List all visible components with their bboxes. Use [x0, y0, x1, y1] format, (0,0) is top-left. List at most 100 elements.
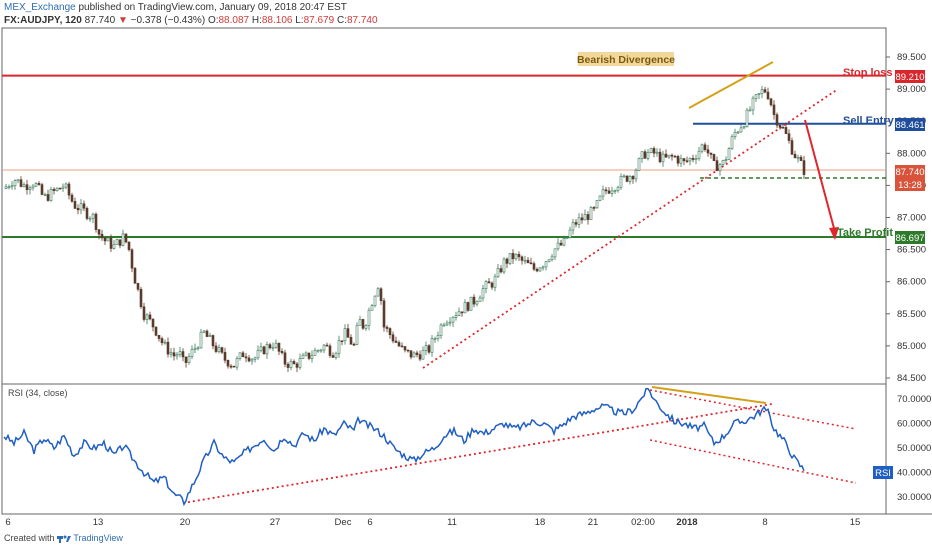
candle-body — [391, 334, 395, 342]
candle-body — [739, 127, 743, 133]
candle-body — [478, 297, 482, 302]
candle-body — [328, 345, 332, 356]
rsi-lower-channel[interactable] — [649, 439, 857, 484]
candle-body — [745, 109, 749, 127]
time-tick-label: 13 — [93, 517, 104, 528]
candle-body — [148, 314, 152, 320]
candle-body — [244, 356, 248, 359]
candle-body — [463, 302, 467, 314]
candle-body — [55, 187, 59, 191]
rsi-upper-channel[interactable] — [649, 389, 857, 430]
candle-body — [127, 241, 131, 251]
price-pane-frame — [1, 27, 887, 385]
candle-body — [475, 301, 479, 305]
price-tick-label: 89.500 — [897, 52, 926, 63]
candle-body — [250, 358, 254, 362]
candle-body — [121, 233, 125, 246]
candle-body — [298, 358, 302, 368]
candle-body — [418, 354, 422, 360]
time-tick-label: 27 — [270, 517, 281, 528]
candle-body — [115, 239, 119, 245]
candle-body — [673, 155, 677, 158]
projection-arrow-line[interactable] — [804, 119, 836, 233]
price-divergence-line[interactable] — [688, 61, 774, 109]
candle-body — [457, 311, 461, 316]
rsi-divergence-line[interactable] — [651, 386, 767, 404]
candle-body — [622, 175, 626, 178]
candle-body — [283, 352, 287, 365]
candle-body — [76, 208, 80, 211]
tradingview-brand[interactable]: TradingView — [73, 533, 123, 543]
rsi-axis: 30.0000 40.0000 50.0000 60.0000 70.0000 — [897, 394, 931, 503]
sell-entry-tag — [895, 118, 925, 131]
candle-body — [508, 253, 512, 264]
rsi-pane-frame — [1, 383, 887, 515]
candle-body — [733, 131, 737, 138]
candle-body — [571, 222, 575, 231]
symbol-label: FX:AUDJPY, 120 — [4, 15, 82, 26]
candle-body — [217, 347, 221, 352]
candle-body — [220, 347, 224, 353]
candle-body — [346, 328, 350, 338]
candle-body — [145, 314, 149, 320]
candle-body — [556, 242, 560, 250]
arrow-head-icon — [829, 227, 839, 240]
rsi-title: RSI (34, close) — [8, 388, 68, 398]
candle-body — [718, 164, 722, 172]
candle-body — [535, 268, 539, 272]
footer: Created with TradingView — [4, 533, 123, 544]
candle-body — [133, 267, 137, 284]
candle-body — [469, 296, 473, 311]
stop-loss-tag-text: 89.210 — [895, 72, 924, 83]
candle-body — [787, 133, 791, 141]
candle-body — [82, 203, 86, 209]
candle-body — [292, 361, 296, 365]
candle-body — [70, 194, 74, 202]
stop-loss-tag — [895, 70, 925, 83]
candle-body — [553, 248, 557, 258]
rsi-support-trendline[interactable] — [182, 403, 773, 504]
candle-body — [355, 325, 359, 345]
candlestick-series — [4, 85, 806, 373]
candle-body — [631, 176, 635, 180]
candle-body — [271, 346, 275, 349]
candle-body — [181, 351, 185, 358]
candle-body — [652, 148, 656, 154]
candle-body — [67, 183, 71, 196]
open-value: 88.087 — [218, 15, 250, 26]
candle-body — [670, 154, 674, 157]
candle-body — [793, 153, 797, 159]
candle-body — [307, 352, 311, 359]
candle-body — [352, 343, 356, 346]
candle-body — [397, 342, 401, 347]
candle-body — [778, 124, 782, 128]
candle-body — [7, 186, 11, 189]
candle-body — [175, 354, 179, 357]
candle-body — [406, 349, 410, 352]
price-axis: 84.50085.00085.50086.00086.50087.00087.5… — [886, 52, 926, 384]
candle-body — [799, 156, 803, 161]
candle-body — [49, 189, 53, 201]
candle-body — [109, 237, 113, 249]
candle-body — [409, 350, 413, 358]
publisher-link[interactable]: MEX_Exchange — [4, 2, 76, 13]
candle-body — [313, 350, 317, 356]
candle-body — [625, 175, 629, 182]
candle-body — [592, 207, 596, 209]
ascending-trendline[interactable] — [422, 88, 839, 369]
candle-body — [124, 233, 128, 243]
candle-body — [154, 326, 158, 336]
candle-body — [262, 346, 266, 355]
candle-body — [721, 159, 725, 165]
candle-body — [583, 214, 587, 221]
countdown-tag-text: 13:28 — [898, 180, 922, 191]
candle-body — [334, 352, 338, 358]
candle-body — [226, 360, 230, 367]
candle-body — [169, 352, 173, 355]
candle-body — [280, 351, 284, 354]
candle-body — [190, 349, 194, 357]
candle-body — [511, 253, 515, 260]
created-with-text: Created with — [4, 533, 55, 543]
candle-body — [628, 176, 632, 182]
